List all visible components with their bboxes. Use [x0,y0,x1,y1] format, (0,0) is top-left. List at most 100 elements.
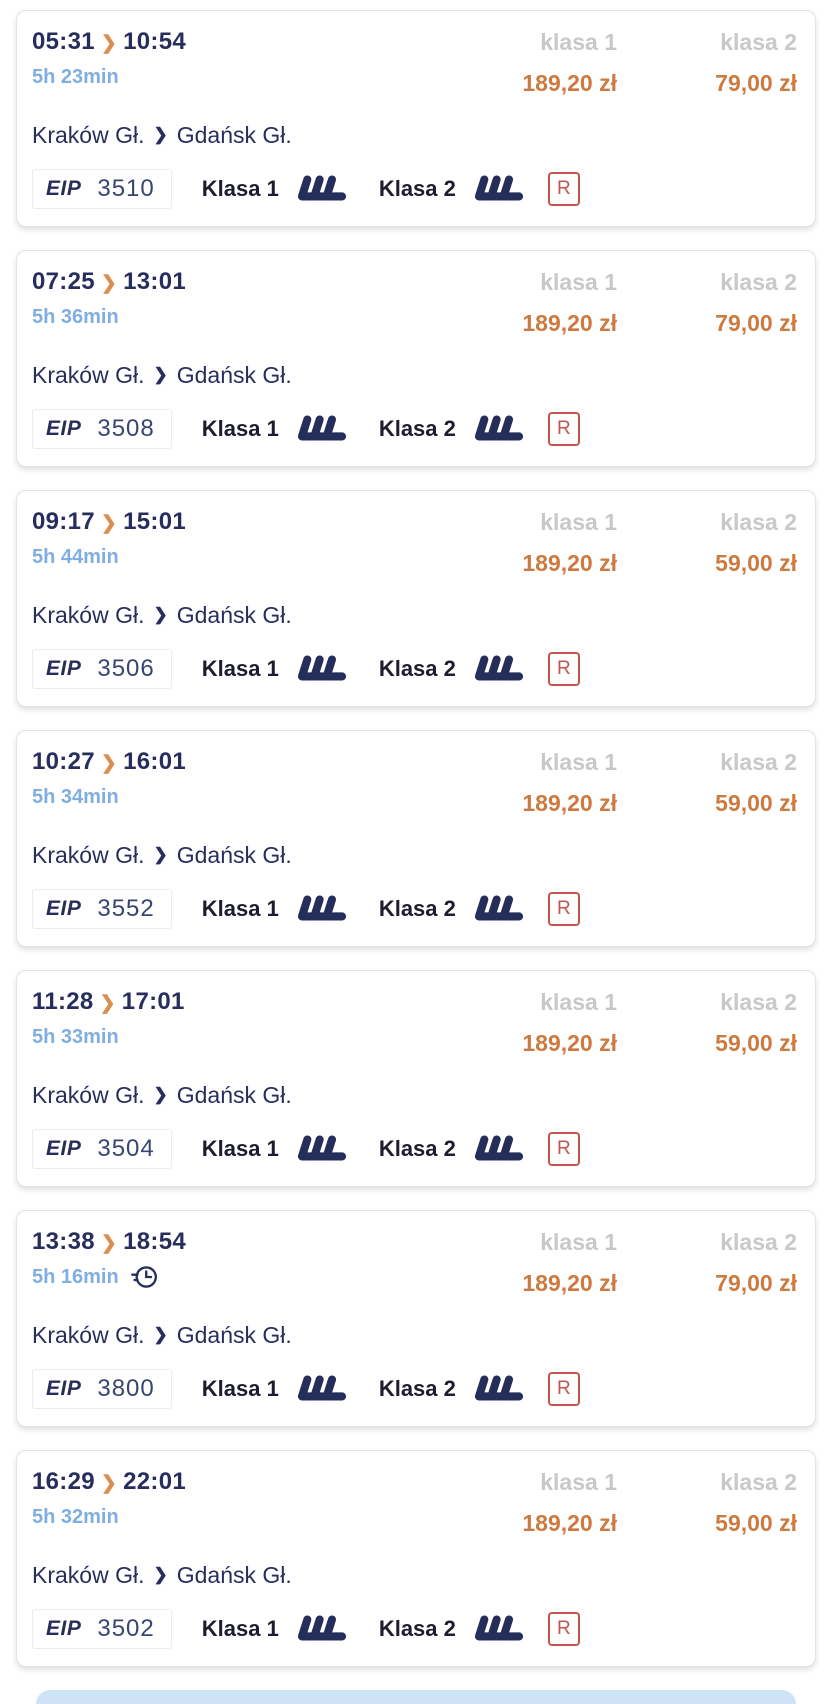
connection-card[interactable]: 16:29 ❯ 22:01 5h 32min klasa 1 189,20 zł k… [16,1450,816,1667]
card-top-row: 10:27 ❯ 16:01 5h 34min klasa 1 189,20 zł k… [32,748,797,817]
class1-label: Klasa 1 [201,1616,279,1641]
duration-row: 5h 33min [32,1025,185,1049]
duration-row: 5h 34min [32,785,186,809]
travel-duration: 5h 32min [32,1506,119,1528]
class2-price[interactable]: 59,00 zł [715,550,797,576]
reservation-badge: R [547,1612,580,1646]
travel-duration: 5h 23min [32,66,119,88]
class2-label: Klasa 2 [378,176,456,201]
class2-price[interactable]: 59,00 zł [715,1510,797,1536]
route-row: Kraków Gł. ❯ Gdańsk Gł. [32,1082,797,1108]
class1-price[interactable]: 189,20 zł [522,70,617,96]
search-results-list: 05:31 ❯ 10:54 5h 23min klasa 1 189,20 zł k… [16,10,816,1667]
departure-time: 16:29 [32,1468,95,1495]
class1-price[interactable]: 189,20 zł [522,550,617,576]
class1-price[interactable]: 189,20 zł [522,1270,617,1296]
route-arrow-icon: ❯ [153,845,168,864]
duration-row: 5h 36min [32,305,186,329]
price-columns: klasa 1 189,20 zł klasa 2 79,00 zł [465,1229,797,1296]
class2-price[interactable]: 59,00 zł [715,1030,797,1056]
travel-duration: 5h 44min [32,546,119,568]
reservation-badge: R [547,172,580,206]
class2-seats-icon [474,174,523,200]
class1-seats-icon [297,174,346,200]
class1-label: Klasa 1 [201,1376,279,1401]
card-top-row: 05:31 ❯ 10:54 5h 23min klasa 1 189,20 zł k… [32,29,797,97]
train-badge[interactable]: EIP 3508 [32,409,172,449]
class1-column-header: klasa 1 [540,269,617,295]
time-row: 16:29 ❯ 22:01 [32,1469,186,1497]
departure-time: 11:28 [32,988,94,1015]
arrow-right-icon: ❯ [100,513,118,534]
train-info-row: EIP 3504 Klasa 1 Klasa 2 R [32,1128,797,1170]
class1-price-column: klasa 1 189,20 zł [465,29,617,96]
train-badge[interactable]: EIP 3502 [32,1609,172,1649]
destination-station: Gdańsk Gł. [176,1322,292,1348]
class1-price[interactable]: 189,20 zł [522,1510,617,1536]
train-badge[interactable]: EIP 3552 [32,889,172,929]
class1-seats-icon [297,1374,346,1400]
carrier-logo: EIP [46,417,82,440]
departure-time: 10:27 [32,748,95,775]
class2-price[interactable]: 79,00 zł [715,70,797,96]
train-number: 3800 [97,1375,155,1402]
train-number: 3504 [97,1135,155,1162]
class1-price-column: klasa 1 189,20 zł [465,269,617,336]
card-top-row: 13:38 ❯ 18:54 5h 16min klasa [32,1229,797,1297]
class1-seats-icon [297,654,346,680]
connection-card[interactable]: 09:17 ❯ 15:01 5h 44min klasa 1 189,20 zł k… [16,490,816,707]
delayed-clock-icon [130,1266,157,1288]
arrow-right-icon: ❯ [100,1233,118,1254]
route-row: Kraków Gł. ❯ Gdańsk Gł. [32,1562,797,1588]
duration-row: 5h 32min [32,1505,186,1529]
bottom-banner[interactable] [36,1690,796,1704]
times-block: 07:25 ❯ 13:01 5h 36min [32,269,186,329]
reservation-badge: R [547,1372,580,1406]
class1-seats-icon [297,894,346,920]
price-columns: klasa 1 189,20 zł klasa 2 79,00 zł [465,29,797,96]
class2-price[interactable]: 59,00 zł [715,790,797,816]
class1-price[interactable]: 189,20 zł [522,790,617,816]
train-badge[interactable]: EIP 3506 [32,649,172,689]
train-number: 3508 [97,415,155,442]
connection-card[interactable]: 05:31 ❯ 10:54 5h 23min klasa 1 189,20 zł k… [16,10,816,227]
class1-column-header: klasa 1 [540,509,617,535]
class2-column-header: klasa 2 [720,509,797,535]
arrow-right-icon: ❯ [100,273,118,294]
class1-price-column: klasa 1 189,20 zł [465,1469,617,1536]
class1-column-header: klasa 1 [540,749,617,775]
class2-price-column: klasa 2 59,00 zł [645,749,797,816]
class2-column-header: klasa 2 [720,29,797,55]
times-block: 05:31 ❯ 10:54 5h 23min [32,29,186,89]
connection-card[interactable]: 11:28 ❯ 17:01 5h 33min klasa 1 189,20 zł k… [16,970,816,1187]
arrival-time: 10:54 [123,28,187,55]
train-badge[interactable]: EIP 3504 [32,1129,172,1169]
times-block: 09:17 ❯ 15:01 5h 44min [32,509,186,569]
train-badge[interactable]: EIP 3510 [32,169,172,209]
class2-label: Klasa 2 [378,656,456,681]
class2-price[interactable]: 79,00 zł [715,310,797,336]
class1-price[interactable]: 189,20 zł [522,1030,617,1056]
class2-price-column: klasa 2 59,00 zł [645,989,797,1056]
class2-label: Klasa 2 [378,1136,456,1161]
arrow-right-icon: ❯ [100,1473,118,1494]
connection-card[interactable]: 13:38 ❯ 18:54 5h 16min klasa [16,1210,816,1427]
destination-station: Gdańsk Gł. [176,1082,292,1108]
origin-station: Kraków Gł. [32,122,145,148]
train-info-row: EIP 3506 Klasa 1 Klasa 2 R [32,648,797,690]
train-badge[interactable]: EIP 3800 [32,1369,172,1409]
class1-column-header: klasa 1 [540,1469,617,1495]
destination-station: Gdańsk Gł. [176,602,292,628]
class2-seats-icon [474,414,523,440]
connection-card[interactable]: 10:27 ❯ 16:01 5h 34min klasa 1 189,20 zł k… [16,730,816,947]
price-columns: klasa 1 189,20 zł klasa 2 59,00 zł [465,509,797,576]
arrival-time: 22:01 [123,1468,187,1495]
class1-price[interactable]: 189,20 zł [522,310,617,336]
origin-station: Kraków Gł. [32,842,145,868]
route-row: Kraków Gł. ❯ Gdańsk Gł. [32,842,797,868]
class2-price[interactable]: 79,00 zł [715,1270,797,1296]
connection-card[interactable]: 07:25 ❯ 13:01 5h 36min klasa 1 189,20 zł k… [16,250,816,467]
train-number: 3502 [97,1615,155,1642]
time-row: 07:25 ❯ 13:01 [32,269,186,297]
class2-price-column: klasa 2 59,00 zł [645,509,797,576]
